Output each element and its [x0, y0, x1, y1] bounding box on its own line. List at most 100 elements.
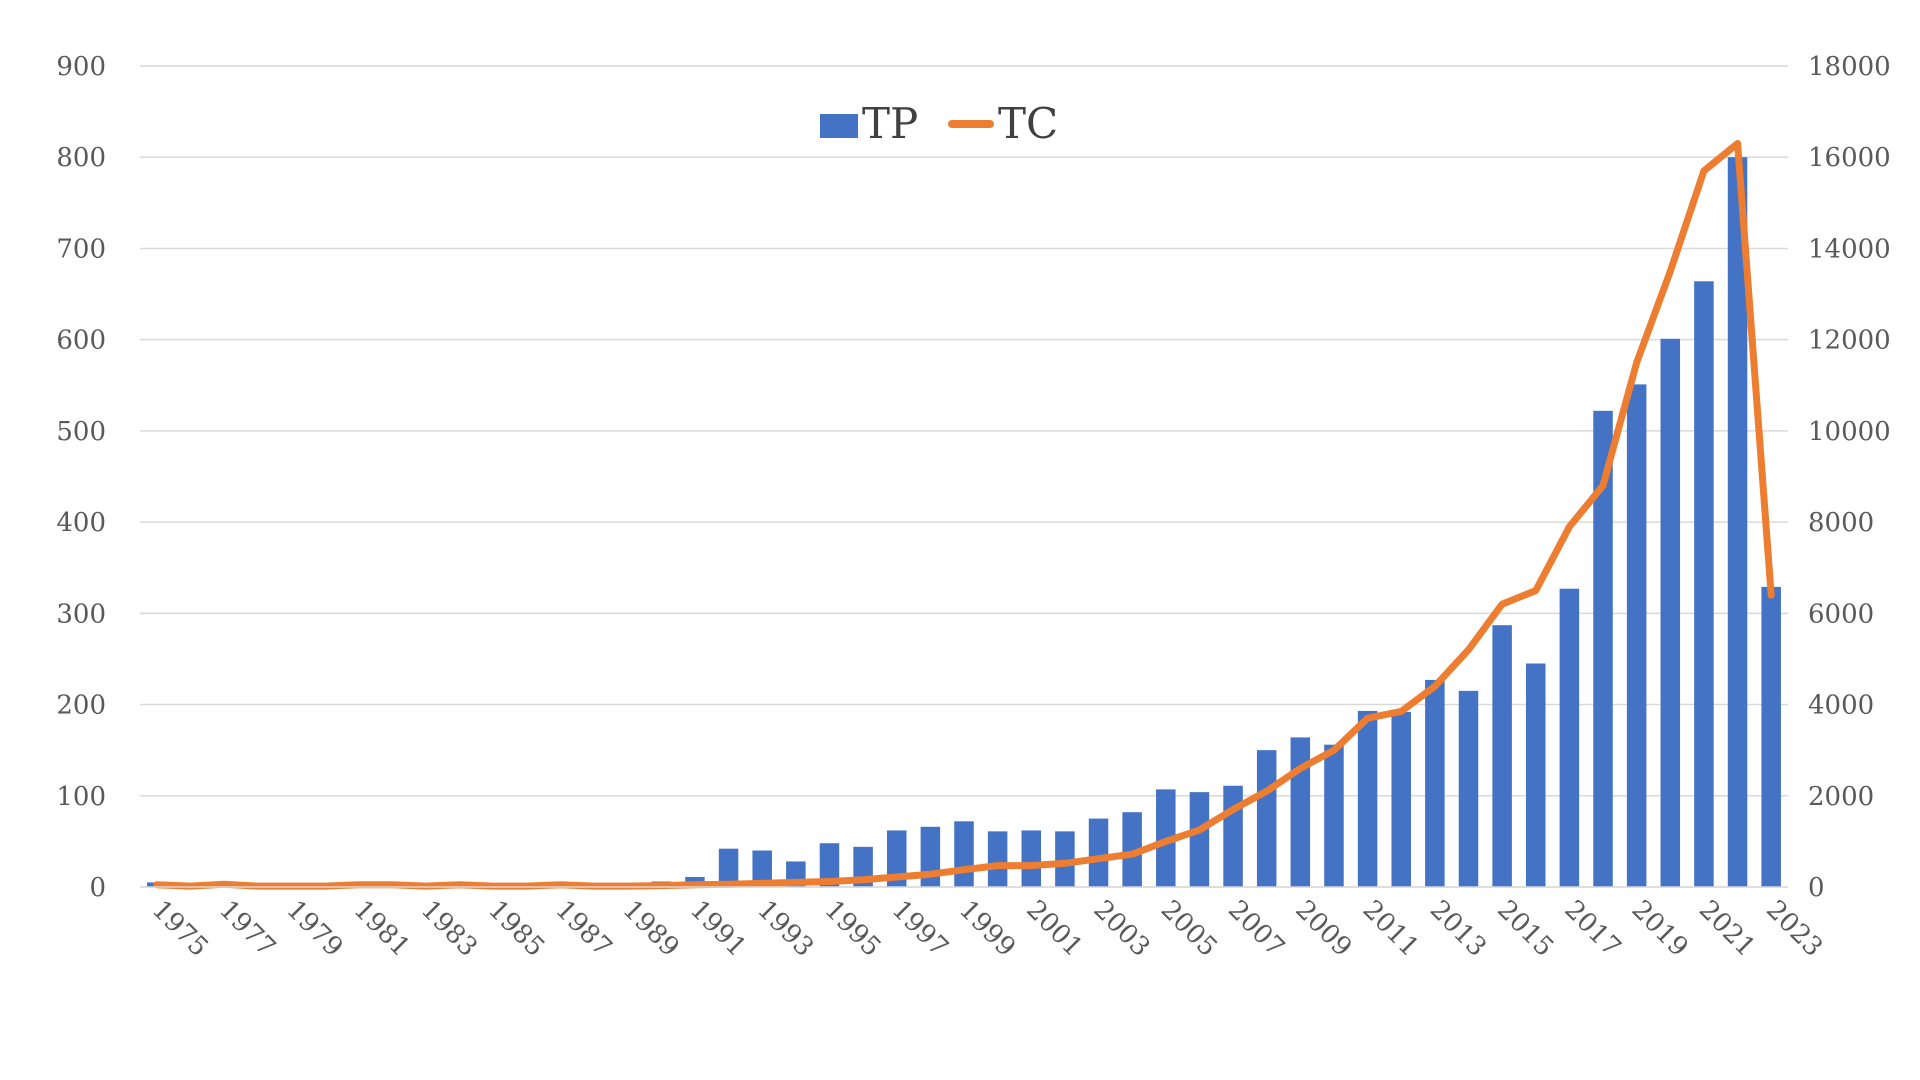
point-tc-1992: [727, 882, 731, 886]
tp-bars: [147, 157, 1781, 888]
point-tc-1999: [962, 868, 966, 872]
legend-label-tp: TP: [862, 99, 918, 148]
legend: TP TC: [820, 99, 1058, 148]
bar-tp-2017: [1559, 588, 1580, 887]
x-tick-label: 2011: [1357, 895, 1425, 963]
point-tc-1994: [794, 880, 798, 884]
point-tc-1987: [558, 883, 562, 887]
point-tc-2004: [1130, 852, 1134, 856]
bar-tp-2012: [1391, 711, 1411, 887]
y-left-tick-label: 700: [56, 234, 106, 264]
point-tc-1996: [861, 878, 865, 882]
x-tick-label: 2017: [1558, 895, 1626, 963]
y-left-tick-label: 100: [56, 782, 106, 812]
y-left-tick-label: 300: [56, 599, 106, 629]
point-tc-1975: [155, 883, 159, 887]
point-tc-2020: [1668, 269, 1672, 273]
point-tc-2013: [1433, 684, 1437, 688]
point-tc-2021: [1702, 169, 1706, 173]
bar-tp-2015: [1492, 625, 1512, 887]
point-tc-2005: [1164, 839, 1168, 843]
bar-tp-2020: [1660, 338, 1681, 887]
y-left-tick-label: 400: [56, 508, 106, 538]
x-tick-label: 1977: [213, 895, 281, 963]
point-tc-1995: [827, 880, 831, 884]
y-right-tick-label: 0: [1808, 873, 1825, 903]
y-right-tick-label: 14000: [1808, 234, 1891, 264]
bar-tp-2018: [1593, 410, 1613, 887]
x-tick-label: 2023: [1760, 895, 1828, 963]
x-tick-label: 1975: [146, 895, 214, 963]
bar-tp-2007: [1223, 785, 1243, 887]
y-left-tick-label: 200: [56, 691, 106, 721]
bar-tp-1997: [886, 830, 907, 887]
y-right-tick-label: 4000: [1808, 691, 1874, 721]
y-right-tick-label: 8000: [1808, 508, 1874, 538]
bar-tp-2009: [1290, 737, 1311, 887]
point-tc-2010: [1332, 748, 1336, 752]
bar-tp-2011: [1357, 710, 1378, 887]
x-tick-label: 1979: [280, 895, 348, 963]
bar-tp-2001: [1021, 830, 1042, 887]
y-right-tick-label: 18000: [1808, 52, 1891, 82]
y-right-tick-label: 12000: [1808, 326, 1891, 356]
point-tc-2006: [1197, 828, 1201, 832]
y-left-tick-label: 800: [56, 143, 106, 173]
x-tick-label: 2001: [1020, 895, 1088, 963]
y-left-tick-label: 500: [56, 417, 106, 447]
point-tc-1984: [458, 883, 462, 887]
point-tc-1982: [390, 883, 394, 887]
x-tick-label: 2015: [1491, 895, 1559, 963]
point-tc-2023: [1769, 593, 1773, 597]
point-tc-2012: [1399, 709, 1403, 713]
x-tick-label: 1997: [886, 895, 954, 963]
bar-tp-2014: [1458, 690, 1479, 887]
bar-tp-1999: [954, 821, 974, 887]
bar-tp-2016: [1526, 663, 1546, 887]
point-tc-2018: [1601, 484, 1605, 488]
point-tc-2019: [1635, 360, 1639, 364]
x-tick-label: 1991: [684, 895, 752, 963]
x-tick-label: 1983: [415, 895, 483, 963]
y-left-tick-label: 0: [89, 873, 106, 903]
bar-tp-1992: [718, 848, 739, 887]
legend-swatch-tp: [820, 114, 858, 138]
bar-tp-2004: [1122, 812, 1142, 887]
point-tc-2003: [1097, 857, 1101, 861]
x-tick-label: 1981: [348, 895, 416, 963]
x-tick-label: 1985: [482, 895, 550, 963]
x-tick-label: 1989: [617, 895, 685, 963]
tc-line-layer: [153, 140, 1775, 890]
y-right-tick-label: 10000: [1808, 417, 1891, 447]
point-tc-2011: [1366, 716, 1370, 720]
bar-tp-2023: [1761, 586, 1781, 887]
bar-tp-1993: [752, 850, 772, 887]
x-tick-label: 1999: [953, 895, 1021, 963]
y-right-tick-label: 2000: [1808, 782, 1874, 812]
x-tick-label: 2003: [1088, 895, 1156, 963]
bar-tp-2022: [1727, 157, 1748, 887]
bar-tp-2013: [1425, 679, 1445, 887]
point-tc-1998: [928, 872, 932, 876]
point-tc-2009: [1298, 766, 1302, 770]
x-tick-label: 2013: [1424, 895, 1492, 963]
bar-tp-2002: [1055, 831, 1075, 887]
point-tc-2017: [1567, 525, 1571, 529]
point-tc-1977: [222, 882, 226, 886]
point-tc-1981: [357, 883, 361, 887]
point-tc-1991: [693, 883, 697, 887]
bar-tp-2003: [1088, 818, 1109, 887]
bar-tp-1995: [819, 843, 840, 887]
bar-tp-2010: [1324, 744, 1344, 887]
point-tc-2002: [1063, 861, 1067, 865]
bar-tp-2008: [1256, 750, 1277, 887]
point-tc-2022: [1736, 142, 1740, 146]
bar-tp-2021: [1694, 281, 1714, 888]
point-tc-1997: [895, 875, 899, 879]
y-left-tick-label: 900: [56, 52, 106, 82]
point-tc-2001: [1029, 864, 1033, 868]
point-tc-2000: [996, 864, 1000, 868]
x-tick-label: 1987: [549, 895, 617, 963]
x-tick-label: 1993: [751, 895, 819, 963]
